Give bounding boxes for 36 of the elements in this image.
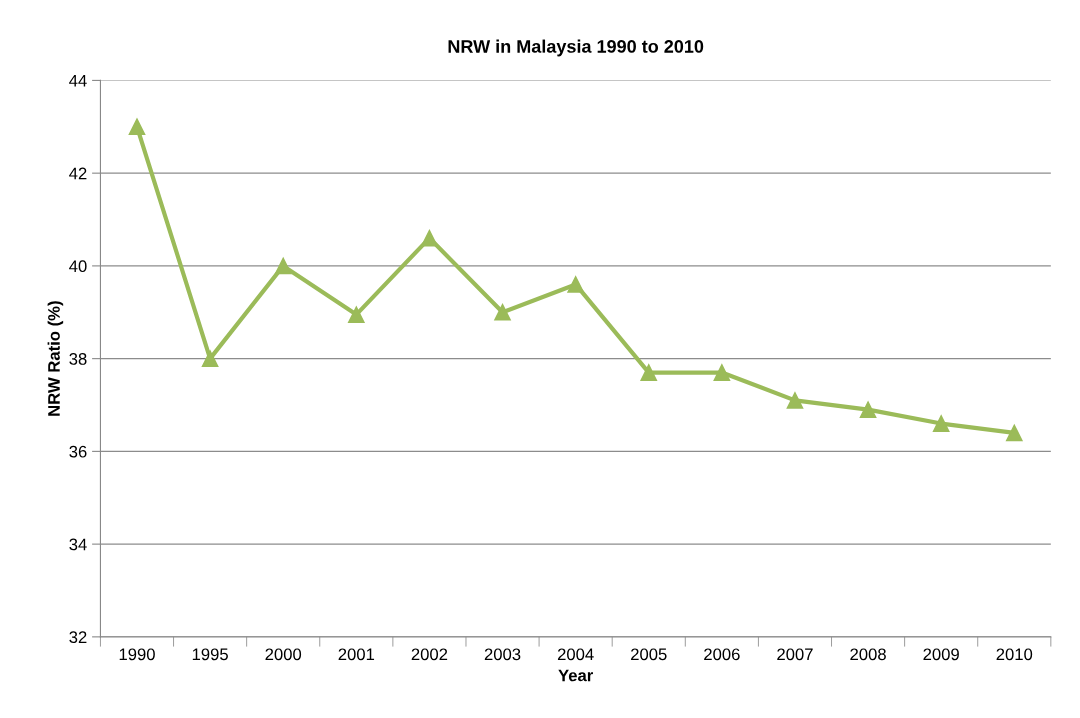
point (786, 392, 804, 409)
point (421, 229, 438, 247)
chart-title: NRW in Malaysia 1990 to 2010 (448, 39, 704, 57)
x-tick-label: 2004 (557, 648, 594, 661)
point (567, 276, 584, 293)
y-tick-label: 32 (69, 631, 87, 644)
x-tick-label: 1990 (119, 648, 155, 661)
x-tick-label: 2010 (996, 648, 1033, 661)
point (859, 401, 877, 418)
point (640, 364, 658, 381)
x-tick-label: 2009 (923, 648, 959, 661)
y-tick-label: 36 (69, 445, 87, 458)
x-axis-title: Year (558, 669, 593, 682)
x-tick-label: 2003 (484, 648, 521, 661)
y-tick-label: 34 (69, 538, 87, 551)
y-tick-label: 38 (69, 353, 87, 365)
y-tick-label: 40 (69, 260, 87, 273)
point (932, 415, 950, 432)
x-tick-label: 2007 (777, 648, 813, 661)
point (347, 306, 365, 323)
x-tick-label: 2005 (631, 648, 667, 661)
y-axis-title: NRW Ratio (%) (47, 301, 64, 416)
y-tick-label: 42 (69, 167, 87, 180)
x-tick-label: 2000 (265, 648, 302, 661)
point (128, 118, 146, 136)
x-tick-label: 2006 (704, 648, 740, 661)
point (274, 257, 292, 275)
y-tick-label: 44 (69, 74, 87, 87)
x-tick-label: 1995 (192, 648, 228, 661)
x-tick-label: 2002 (411, 648, 448, 661)
x-tick-label: 2008 (850, 648, 886, 661)
point (201, 350, 219, 367)
point (494, 303, 511, 321)
point (713, 364, 731, 381)
point (1005, 424, 1023, 442)
x-tick-label: 2001 (338, 648, 375, 661)
